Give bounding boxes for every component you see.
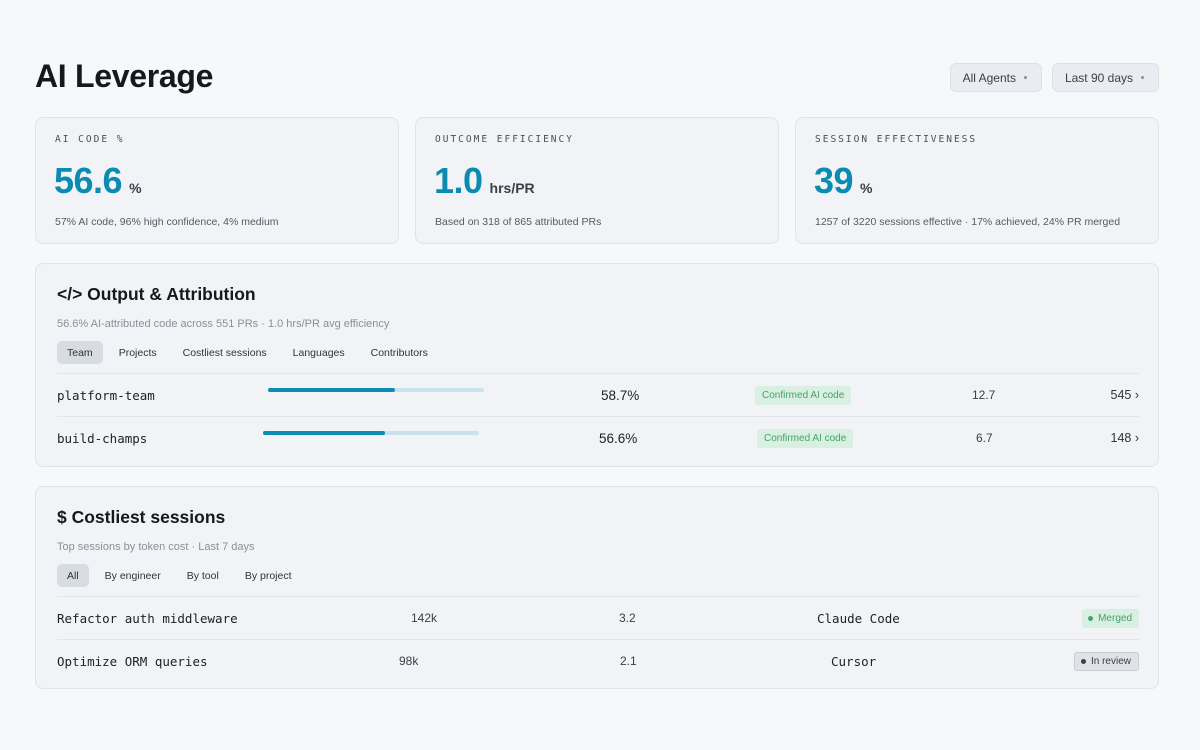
kpi-value: 56.6: [54, 160, 123, 201]
kpi-unit: %: [129, 180, 142, 196]
tab-contributors[interactable]: Contributors: [370, 346, 428, 359]
session-cost: 3.2: [619, 611, 636, 625]
table-row[interactable]: platform-team 58.7% Confirmed AI code 12…: [57, 373, 1139, 416]
dropdown-dot-icon: [1023, 76, 1027, 79]
panel-subtitle: 56.6% AI-attributed code across 551 PRs …: [57, 318, 390, 330]
tool-name: Cursor: [831, 653, 877, 669]
kpi-unit: %: [860, 180, 873, 196]
kpi-label: OUTCOME EFFICIENCY: [435, 134, 574, 145]
ai-percent: 58.7%: [601, 387, 640, 403]
pr-count-link[interactable]: 148 ›: [1110, 431, 1140, 445]
output-tabs: Team Projects Costliest sessions Languag…: [57, 341, 438, 364]
pr-count-link[interactable]: 545 ›: [1110, 388, 1140, 402]
kpi-note: 1257 of 3220 sessions effective · 17% ac…: [815, 216, 1121, 228]
agent-filter-label: All Agents: [962, 70, 1016, 85]
kpi-card-session-effectiveness: SESSION EFFECTIVENESS 39 % 1257 of 3220 …: [795, 117, 1159, 244]
date-range-label: Last 90 days: [1064, 70, 1133, 85]
session-cost: 2.1: [620, 654, 637, 668]
kpi-value: 1.0: [434, 160, 483, 201]
tool-name: Claude Code: [817, 610, 900, 626]
kpi-card-ai-code: AI CODE % 56.6 % 57% AI code, 96% high c…: [35, 117, 399, 244]
tab-by-project[interactable]: By project: [244, 569, 292, 582]
tab-languages[interactable]: Languages: [292, 346, 345, 359]
confirmed-badge: Confirmed AI code: [755, 385, 852, 405]
token-count: 98k: [399, 654, 419, 668]
tab-team[interactable]: Team: [57, 341, 103, 364]
kpi-note: Based on 318 of 865 attributed PRs: [435, 216, 602, 228]
panel-title: </> Output & Attribution: [57, 284, 256, 304]
kpi-unit: hrs/PR: [489, 180, 535, 196]
date-range-dropdown[interactable]: Last 90 days: [1051, 63, 1159, 92]
attribution-bar-fill: [268, 388, 396, 392]
team-name: platform-team: [57, 387, 155, 403]
panel-title: $ Costliest sessions: [57, 507, 226, 527]
table-row[interactable]: build-champs 56.6% Confirmed AI code 6.7…: [57, 416, 1139, 459]
ai-percent: 56.6%: [599, 430, 638, 446]
status-label: In review: [1090, 655, 1131, 667]
status-badge: In review: [1073, 651, 1139, 671]
team-name: build-champs: [57, 430, 148, 446]
kpi-card-outcome-efficiency: OUTCOME EFFICIENCY 1.0 hrs/PR Based on 3…: [415, 117, 779, 244]
costliest-sessions-panel: $ Costliest sessions Top sessions by tok…: [35, 486, 1159, 689]
kpi-label: AI CODE %: [55, 134, 125, 145]
session-tabs: All By engineer By tool By project: [57, 564, 302, 587]
tab-by-tool[interactable]: By tool: [186, 569, 219, 582]
efficiency-value: 6.7: [976, 431, 993, 445]
kpi-note: 57% AI code, 96% high confidence, 4% med…: [55, 216, 279, 228]
kpi-value: 39: [814, 160, 854, 201]
page-title: AI Leverage: [35, 58, 214, 94]
attribution-bar: [268, 388, 484, 392]
table-row[interactable]: Refactor auth middleware 142k 3.2 Claude…: [57, 596, 1139, 639]
tab-all[interactable]: All: [57, 564, 89, 587]
token-count: 142k: [411, 611, 438, 625]
session-name: Optimize ORM queries: [57, 653, 208, 669]
kpi-label: SESSION EFFECTIVENESS: [815, 134, 978, 145]
attribution-bar-fill: [263, 431, 386, 435]
dropdown-dot-icon: [1141, 76, 1144, 79]
status-dot-icon: [1088, 615, 1094, 621]
attribution-bar: [263, 431, 479, 435]
tab-projects[interactable]: Projects: [118, 346, 157, 359]
filter-bar: All Agents Last 90 days: [949, 63, 1159, 92]
confirmed-badge: Confirmed AI code: [757, 428, 854, 448]
tab-by-engineer[interactable]: By engineer: [104, 569, 161, 582]
status-dot-icon: [1080, 658, 1086, 664]
session-name: Refactor auth middleware: [57, 610, 238, 626]
status-badge: Merged: [1082, 608, 1139, 628]
tab-costliest-sessions[interactable]: Costliest sessions: [182, 346, 267, 359]
output-attribution-panel: </> Output & Attribution 56.6% AI-attrib…: [35, 263, 1159, 467]
panel-subtitle: Top sessions by token cost · Last 7 days: [57, 541, 255, 553]
agent-filter-dropdown[interactable]: All Agents: [949, 63, 1042, 92]
efficiency-value: 12.7: [972, 388, 996, 402]
table-row[interactable]: Optimize ORM queries 98k 2.1 Cursor In r…: [57, 639, 1139, 682]
status-label: Merged: [1098, 612, 1132, 624]
